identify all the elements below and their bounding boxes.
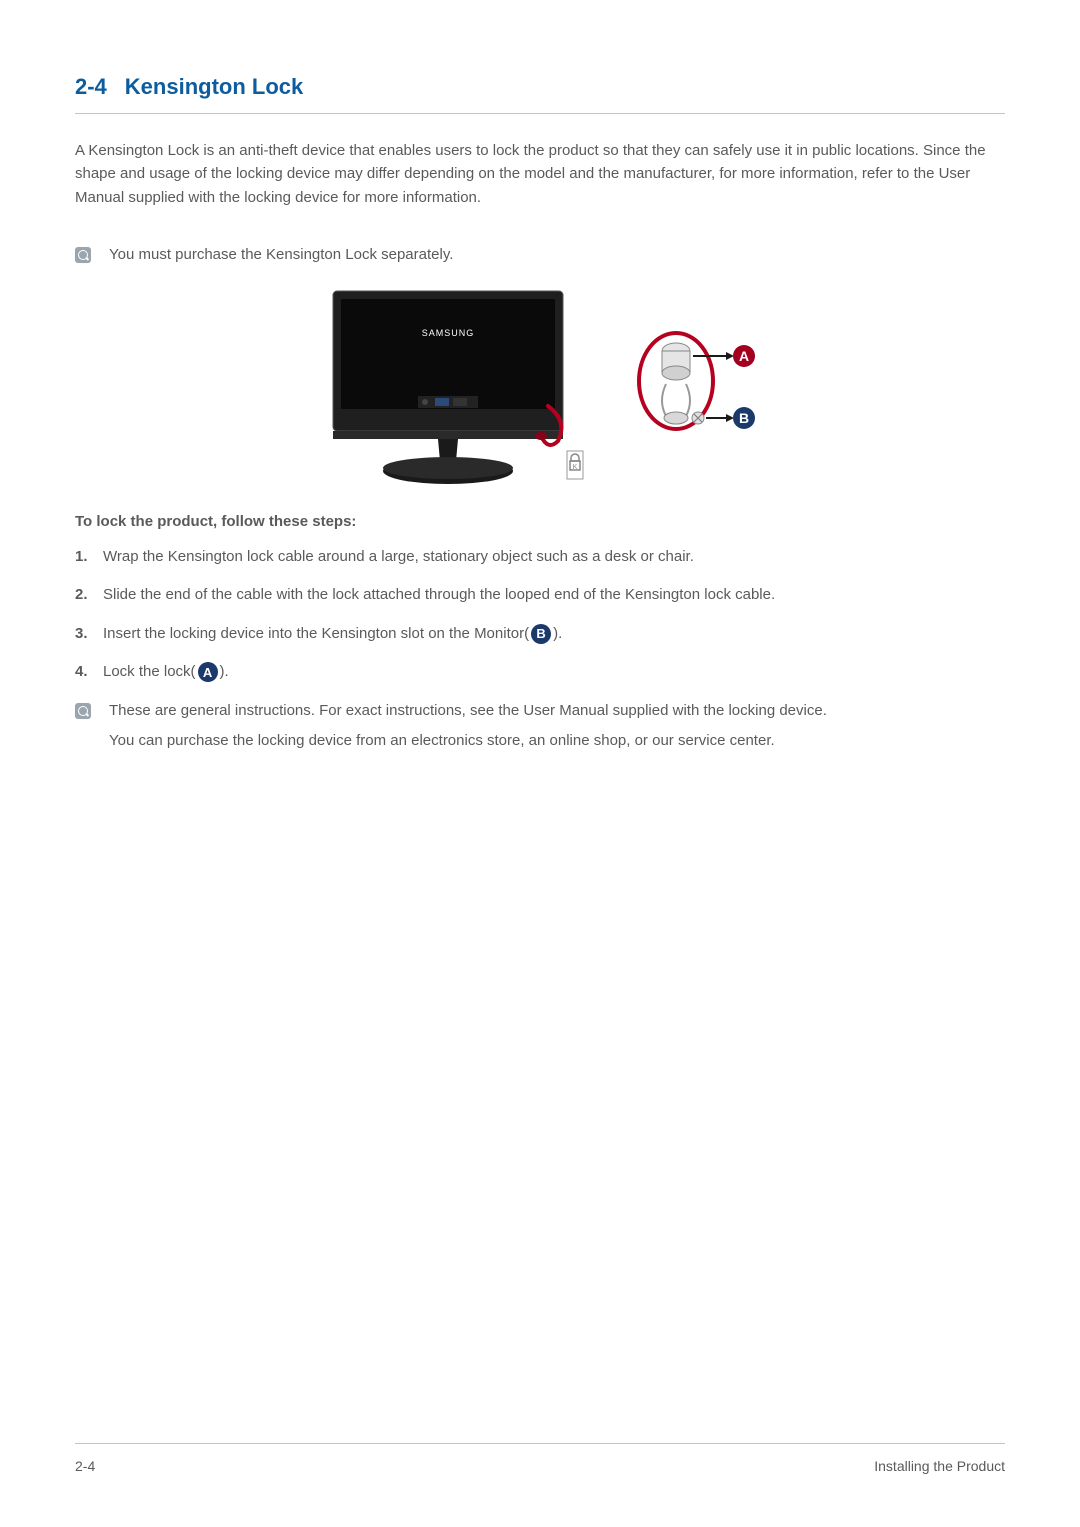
note-line-2: You can purchase the locking device from…	[109, 730, 1005, 753]
step-number: 4.	[75, 661, 103, 684]
steps-subheading: To lock the product, follow these steps:	[75, 511, 1005, 534]
step-1: 1. Wrap the Kensington lock cable around…	[75, 546, 1005, 569]
step-text: Insert the locking device into the Kensi…	[103, 623, 562, 646]
footer-section-number: 2-4	[75, 1456, 95, 1477]
note-line-1: These are general instructions. For exac…	[109, 700, 1005, 723]
footer-chapter-title: Installing the Product	[874, 1456, 1005, 1477]
figure-area: SAMSUNG K	[75, 286, 1005, 486]
note-icon	[75, 247, 91, 263]
step-text: Wrap the Kensington lock cable around a …	[103, 546, 694, 569]
svg-text:K: K	[572, 464, 577, 471]
monitor-brand-text: SAMSUNG	[421, 328, 474, 338]
intro-paragraph: A Kensington Lock is an anti-theft devic…	[75, 139, 1005, 209]
step-4: 4. Lock the lock(A).	[75, 661, 1005, 684]
note-text-block: These are general instructions. For exac…	[109, 700, 1005, 761]
step-number: 1.	[75, 546, 103, 569]
section-heading: 2-4 Kensington Lock	[75, 70, 1005, 114]
svg-text:A: A	[738, 348, 748, 364]
step-2: 2. Slide the end of the cable with the l…	[75, 584, 1005, 607]
section-title: Kensington Lock	[125, 74, 303, 99]
step-text: Lock the lock(A).	[103, 661, 229, 684]
steps-list: 1. Wrap the Kensington lock cable around…	[75, 546, 1005, 684]
note-purchase: You must purchase the Kensington Lock se…	[75, 244, 1005, 267]
monitor-figure: SAMSUNG K	[323, 286, 588, 486]
section-number: 2-4	[75, 74, 107, 99]
badge-b-icon: B	[531, 624, 551, 644]
badge-a-icon: A	[198, 662, 218, 682]
note-icon	[75, 703, 91, 719]
note-text: You must purchase the Kensington Lock se…	[109, 244, 1005, 267]
svg-text:B: B	[738, 410, 748, 426]
step-3: 3. Insert the locking device into the Ke…	[75, 623, 1005, 646]
step-text: Slide the end of the cable with the lock…	[103, 584, 775, 607]
lock-detail-figure: A B	[628, 326, 758, 446]
page-footer: 2-4 Installing the Product	[75, 1443, 1005, 1477]
step-number: 2.	[75, 584, 103, 607]
note-general-instructions: These are general instructions. For exac…	[75, 700, 1005, 761]
step-number: 3.	[75, 623, 103, 646]
